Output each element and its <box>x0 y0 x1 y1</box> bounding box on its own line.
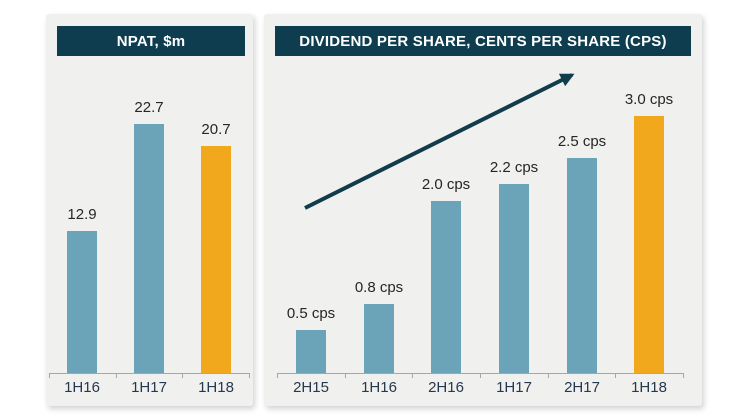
x-axis-tick <box>249 373 250 378</box>
bar-value-label: 2.0 cps <box>421 176 471 193</box>
x-axis-tick <box>412 373 413 378</box>
bar-value-label: 3.0 cps <box>624 91 674 108</box>
bar-value-label: 2.5 cps <box>557 133 607 150</box>
x-axis-label: 2H16 <box>428 379 464 396</box>
bar-1h17 <box>134 124 164 373</box>
bar-1h18 <box>201 146 231 373</box>
bar-1h16 <box>364 304 394 373</box>
x-axis-tick <box>277 373 278 378</box>
x-axis-label: 1H17 <box>131 379 167 396</box>
x-axis-tick <box>480 373 481 378</box>
x-axis-line <box>49 373 249 374</box>
x-axis-label: 1H17 <box>496 379 532 396</box>
x-axis-tick <box>182 373 183 378</box>
bar-1h16 <box>67 231 97 373</box>
x-axis-label: 1H16 <box>64 379 100 396</box>
x-axis-label: 2H15 <box>293 379 329 396</box>
bar-2h16 <box>431 201 461 373</box>
bar-value-label: 22.7 <box>134 99 164 116</box>
bar-1h17 <box>499 184 529 373</box>
x-axis-label: 1H18 <box>198 379 234 396</box>
x-axis-tick <box>615 373 616 378</box>
dividend-chart-plot: 0.5 cps 2H15 0.8 cps 1H16 2.0 cps 2H16 2.2 cps… <box>264 14 702 406</box>
x-axis-label: 2H17 <box>564 379 600 396</box>
bar-value-label: 12.9 <box>67 206 97 223</box>
bar-value-label: 0.8 cps <box>354 279 404 296</box>
dividend-chart-title: DIVIDEND PER SHARE, CENTS PER SHARE (CPS… <box>275 26 691 56</box>
bar-value-label: 2.2 cps <box>489 159 539 176</box>
x-axis-label: 1H18 <box>631 379 667 396</box>
dividend-chart-panel: DIVIDEND PER SHARE, CENTS PER SHARE (CPS… <box>264 14 702 406</box>
bar-2h15 <box>296 330 326 373</box>
x-axis-tick <box>49 373 50 378</box>
x-axis-tick <box>345 373 346 378</box>
x-axis-tick <box>548 373 549 378</box>
bar-2h17 <box>567 158 597 373</box>
npat-chart-title: NPAT, $m <box>57 26 245 56</box>
x-axis-tick <box>683 373 684 378</box>
npat-chart-panel: NPAT, $m 12.9 1H16 22.7 1H17 20.7 1H18 <box>46 14 253 406</box>
npat-chart-plot: 12.9 1H16 22.7 1H17 20.7 1H18 <box>46 14 253 406</box>
x-axis-label: 1H16 <box>361 379 397 396</box>
bar-value-label: 20.7 <box>201 121 231 138</box>
bar-1h18 <box>634 116 664 373</box>
bar-value-label: 0.5 cps <box>286 305 336 322</box>
x-axis-tick <box>116 373 117 378</box>
